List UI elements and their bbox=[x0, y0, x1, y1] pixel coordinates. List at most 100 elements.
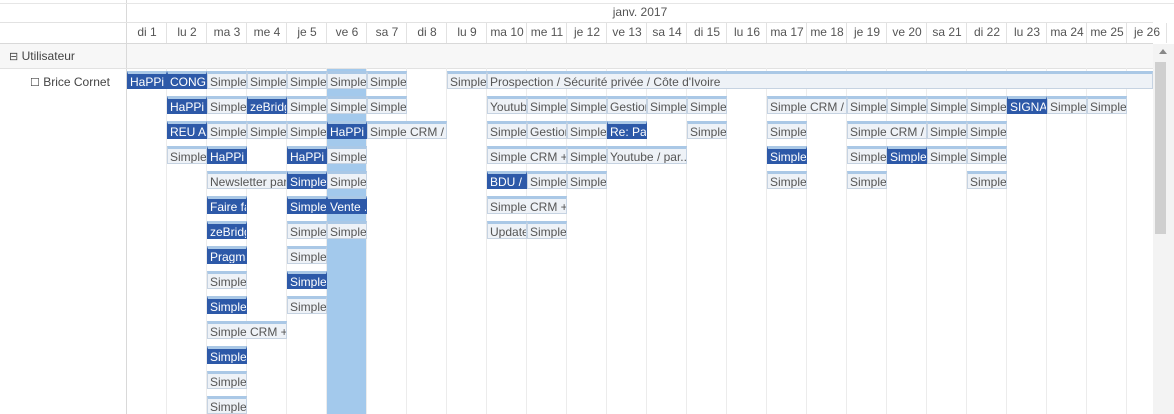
day-header-2[interactable]: lu 2 bbox=[177, 25, 197, 39]
day-header-13[interactable]: ve 13 bbox=[612, 25, 642, 39]
event-39[interactable]: Simple bbox=[687, 121, 727, 139]
event-27[interactable]: Simple bbox=[1047, 96, 1087, 114]
event-40[interactable]: Simple bbox=[767, 121, 807, 139]
day-header-20[interactable]: ve 20 bbox=[892, 25, 922, 39]
event-81[interactable]: Simple bbox=[207, 346, 247, 364]
day-header-16[interactable]: lu 16 bbox=[733, 25, 761, 39]
event-83[interactable]: Simple bbox=[207, 396, 247, 414]
event-53[interactable]: Simple bbox=[887, 146, 927, 164]
event-1[interactable]: CONGE bbox=[167, 71, 207, 89]
scrollbar-thumb[interactable] bbox=[1155, 62, 1166, 234]
event-4[interactable]: Simple bbox=[287, 71, 327, 89]
event-32[interactable]: Simple bbox=[287, 121, 327, 139]
day-header-10[interactable]: ma 10 bbox=[490, 25, 524, 39]
event-55[interactable]: Simple bbox=[967, 146, 1007, 164]
event-47[interactable]: Simple bbox=[327, 146, 367, 164]
event-82[interactable]: Simple bbox=[207, 371, 247, 389]
day-header-21[interactable]: sa 21 bbox=[932, 25, 962, 39]
day-header-8[interactable]: di 8 bbox=[417, 25, 437, 39]
event-13[interactable]: Simple bbox=[327, 96, 367, 114]
day-header-4[interactable]: me 4 bbox=[253, 25, 281, 39]
event-16[interactable]: Simple bbox=[527, 96, 567, 114]
event-52[interactable]: Simple bbox=[847, 146, 887, 164]
day-header-11[interactable]: me 11 bbox=[530, 25, 564, 39]
day-header-7[interactable]: sa 7 bbox=[375, 25, 399, 39]
event-48[interactable]: Simple CRM + ... bbox=[487, 146, 567, 164]
event-34[interactable]: Simple CRM / ... bbox=[367, 121, 447, 139]
event-80[interactable]: Simple CRM + ... bbox=[207, 321, 287, 339]
event-45[interactable]: HaPPi ... bbox=[207, 146, 247, 164]
event-21[interactable]: Simple CRM / ... bbox=[767, 96, 847, 114]
event-38[interactable]: Re: Par bbox=[607, 121, 647, 139]
event-5[interactable]: Simple bbox=[327, 71, 367, 89]
event-22[interactable]: Simple bbox=[847, 96, 887, 114]
event-61[interactable]: Simple bbox=[567, 171, 607, 189]
event-15[interactable]: Youtube bbox=[487, 96, 527, 114]
event-56[interactable]: Newsletter par... bbox=[207, 171, 287, 189]
event-37[interactable]: Simple bbox=[567, 121, 607, 139]
event-31[interactable]: Simple bbox=[247, 121, 287, 139]
event-17[interactable]: Simple bbox=[567, 96, 607, 114]
event-28[interactable]: Simple bbox=[1087, 96, 1127, 114]
event-46[interactable]: HaPPi ... bbox=[287, 146, 327, 164]
event-63[interactable]: Simple bbox=[847, 171, 887, 189]
event-78[interactable]: Simple bbox=[207, 296, 247, 314]
event-68[interactable]: Simple CRM + ... bbox=[487, 196, 567, 214]
day-header-19[interactable]: je 19 bbox=[853, 25, 881, 39]
event-7[interactable]: Simple bbox=[447, 71, 487, 89]
event-14[interactable]: Simple bbox=[367, 96, 407, 114]
scroll-up-arrow-icon[interactable] bbox=[1159, 49, 1167, 54]
vertical-scrollbar[interactable] bbox=[1153, 44, 1174, 414]
user-checkbox-icon[interactable]: ☐ bbox=[30, 77, 40, 89]
event-66[interactable]: Simple bbox=[287, 196, 327, 214]
event-62[interactable]: Simple bbox=[767, 171, 807, 189]
event-30[interactable]: Simple bbox=[207, 121, 247, 139]
event-76[interactable]: Simple bbox=[207, 271, 247, 289]
event-59[interactable]: BDU / ... bbox=[487, 171, 527, 189]
event-41[interactable]: Simple CRM / ... bbox=[847, 121, 927, 139]
event-9[interactable]: HaPPi ... bbox=[167, 96, 207, 114]
event-74[interactable]: Pragma bbox=[207, 246, 247, 264]
event-36[interactable]: Gestion bbox=[527, 121, 567, 139]
event-67[interactable]: Vente ... bbox=[327, 196, 367, 214]
event-60[interactable]: Simple bbox=[527, 171, 567, 189]
event-20[interactable]: Simple bbox=[687, 96, 727, 114]
event-6[interactable]: Simple bbox=[367, 71, 407, 89]
event-64[interactable]: Simple bbox=[967, 171, 1007, 189]
event-54[interactable]: Simple bbox=[927, 146, 967, 164]
event-24[interactable]: Simple bbox=[927, 96, 967, 114]
event-57[interactable]: Simple bbox=[287, 171, 327, 189]
event-26[interactable]: SIGNATURE bbox=[1007, 96, 1047, 114]
event-33[interactable]: HaPPi ... bbox=[327, 121, 367, 139]
event-23[interactable]: Simple bbox=[887, 96, 927, 114]
group-collapse-icon[interactable]: ⊟ bbox=[9, 51, 19, 63]
event-65[interactable]: Faire fa bbox=[207, 196, 247, 214]
event-3[interactable]: Simple bbox=[247, 71, 287, 89]
event-11[interactable]: zeBridge bbox=[247, 96, 287, 114]
event-73[interactable]: Simple bbox=[527, 221, 567, 239]
event-70[interactable]: Simple bbox=[287, 221, 327, 239]
day-header-14[interactable]: sa 14 bbox=[652, 25, 682, 39]
event-58[interactable]: Simple bbox=[327, 171, 367, 189]
day-header-17[interactable]: ma 17 bbox=[770, 25, 804, 39]
day-header-5[interactable]: je 5 bbox=[297, 25, 317, 39]
event-49[interactable]: Simple bbox=[567, 146, 607, 164]
event-50[interactable]: Youtube / par... bbox=[607, 146, 687, 164]
event-19[interactable]: Simple bbox=[647, 96, 687, 114]
event-2[interactable]: Simple bbox=[207, 71, 247, 89]
day-header-18[interactable]: me 18 bbox=[810, 25, 844, 39]
day-header-6[interactable]: ve 6 bbox=[335, 25, 359, 39]
day-header-22[interactable]: di 22 bbox=[973, 25, 1001, 39]
day-header-24[interactable]: ma 24 bbox=[1050, 25, 1084, 39]
day-header-25[interactable]: me 25 bbox=[1090, 25, 1124, 39]
event-18[interactable]: Gestion bbox=[607, 96, 647, 114]
day-header-3[interactable]: ma 3 bbox=[213, 25, 241, 39]
day-header-26[interactable]: je 26 bbox=[1133, 25, 1161, 39]
event-8[interactable]: Prospection / Sécurité privée / Côte d'I… bbox=[487, 71, 1153, 89]
day-header-12[interactable]: je 12 bbox=[573, 25, 601, 39]
event-42[interactable]: Simple bbox=[927, 121, 967, 139]
event-25[interactable]: Simple bbox=[967, 96, 1007, 114]
day-header-9[interactable]: lu 9 bbox=[457, 25, 477, 39]
event-10[interactable]: Simple bbox=[207, 96, 247, 114]
day-header-15[interactable]: di 15 bbox=[693, 25, 721, 39]
